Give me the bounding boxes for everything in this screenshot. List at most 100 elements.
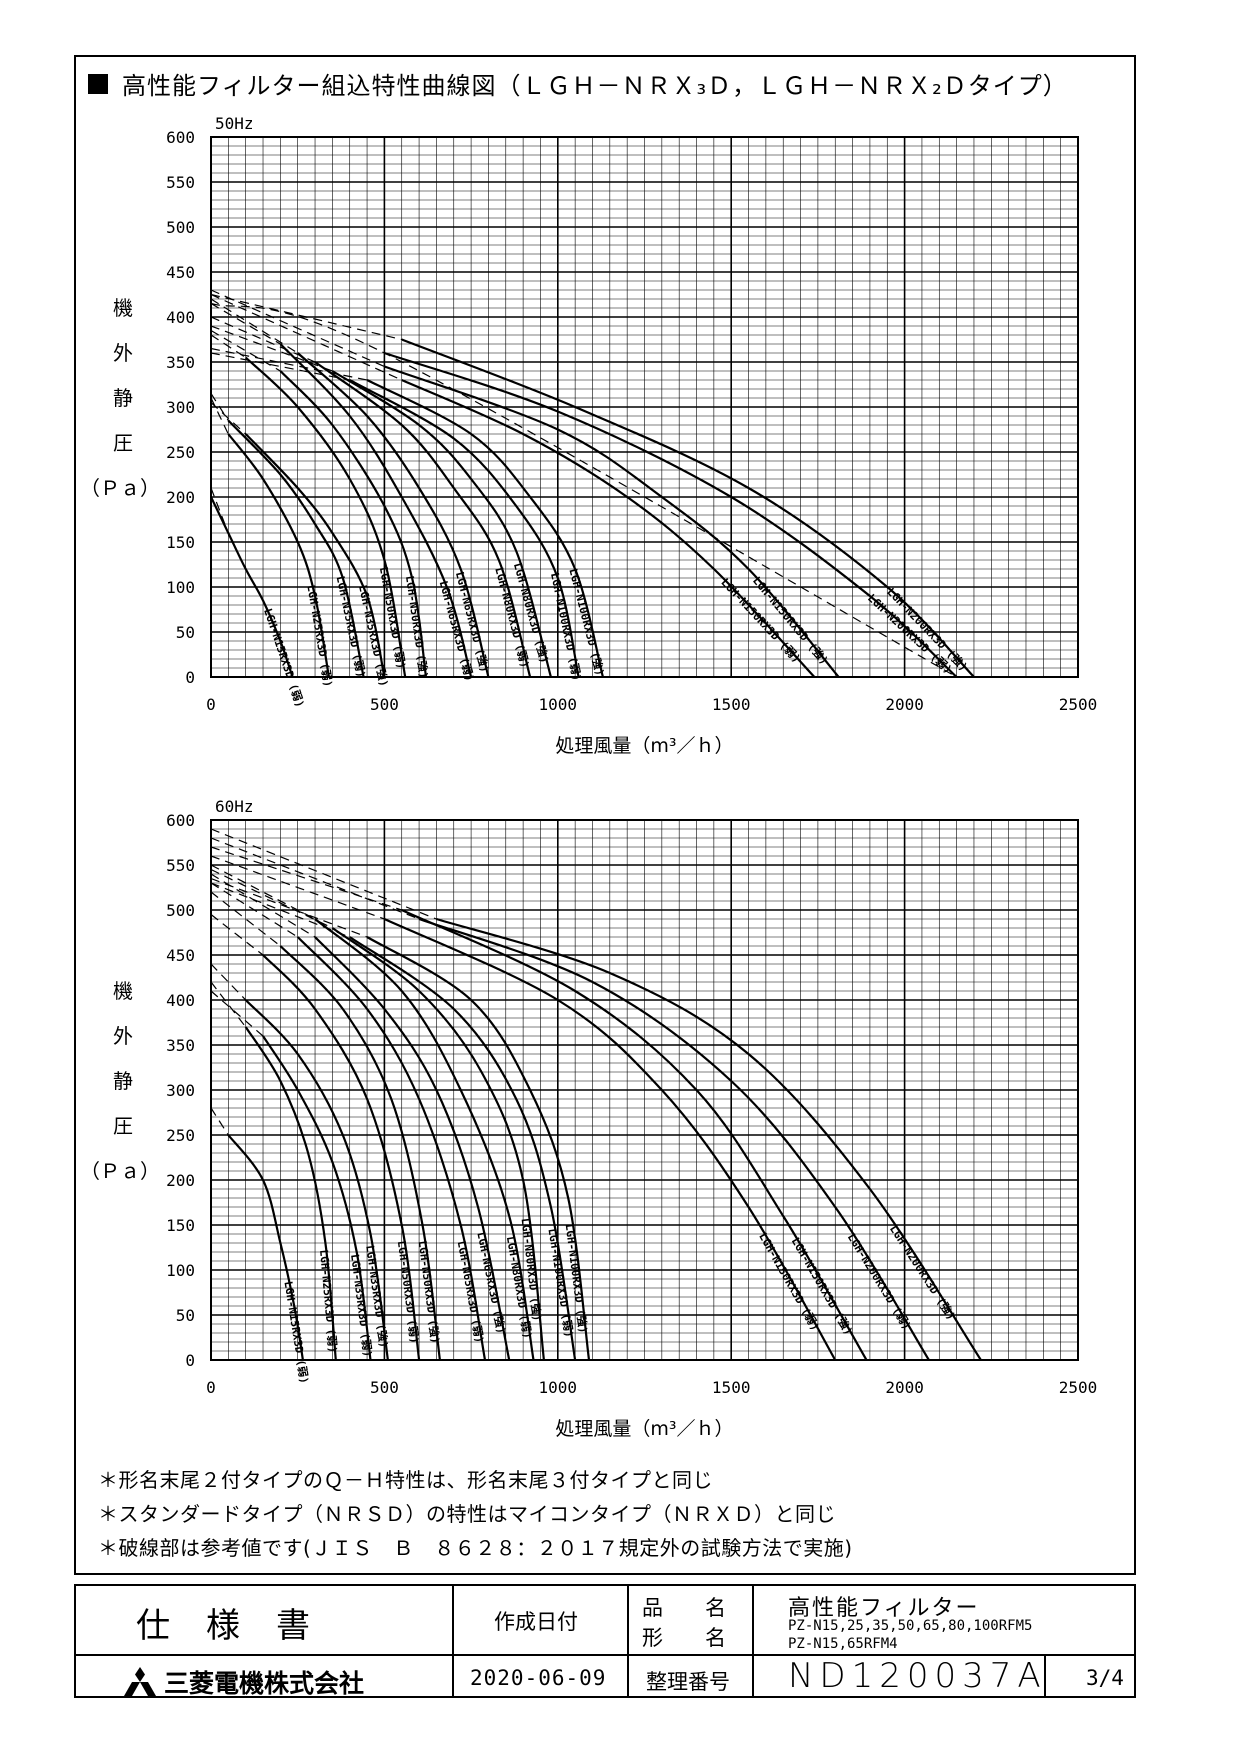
company-logo: 三菱電機株式会社: [120, 1664, 364, 1700]
y-tick-label: 400: [166, 308, 195, 327]
series-dashed-extension: [210, 828, 437, 920]
y-tick-label: 350: [166, 353, 195, 372]
x-axis-label: 処理風量（m³／ｈ）: [555, 735, 733, 757]
series-dashed-extension: [210, 990, 264, 1037]
plot-border: [210, 819, 1079, 1361]
plot-border: [210, 136, 1079, 678]
series-line: [227, 433, 330, 678]
series-line: [401, 338, 975, 678]
note-2: ＊スタンダードタイプ（ＮＲＳＤ）の特性はマイコンタイプ（ＮＲＸＤ）と同じ: [98, 1502, 836, 1526]
grid: [210, 819, 1079, 1361]
series-line: [349, 379, 580, 678]
y-axis-label: 機: [113, 296, 133, 320]
y-tick-label: 0: [185, 1351, 195, 1370]
y-tick-label: 200: [166, 1171, 195, 1190]
x-tick-label: 2500: [1059, 1378, 1098, 1397]
spec-page: 3/4: [1086, 1666, 1124, 1690]
y-tick-label: 550: [166, 856, 195, 875]
y-axis-label: 外: [113, 1024, 133, 1048]
note-1: ＊形名末尾２付タイプのＱ－Ｈ特性は、形名末尾３付タイプと同じ: [98, 1468, 713, 1492]
series-line: [279, 343, 473, 678]
series-dashed-extension: [210, 329, 281, 372]
series-line: [262, 1035, 372, 1361]
series-dashed-extension: [210, 873, 316, 938]
notes: ＊形名末尾２付タイプのＱ－Ｈ特性は、形名末尾３付タイプと同じ ＊スタンダードタイ…: [98, 1463, 853, 1565]
x-tick-label: 0: [206, 1378, 216, 1397]
series-line: [279, 370, 428, 678]
chart-title: 60Hz: [215, 797, 254, 816]
series-dashed-extension: [210, 293, 402, 341]
spec-model-line2: PZ-N15,65RFM4: [788, 1636, 898, 1652]
y-axis-label: 外: [113, 341, 133, 365]
chart-50hz: 50Hz 0 50 100 150 200 250 300 350 400 450 500 550 600…: [80, 114, 1097, 757]
series-dashed-extension: [210, 325, 333, 372]
series-dashed-extension: [210, 397, 229, 435]
series-label: LGH-N25RX3D (弱): [317, 1249, 339, 1353]
series-dashed-extension: [210, 393, 229, 421]
series-line: [210, 496, 294, 678]
series-line: [244, 433, 386, 678]
y-tick-label: 400: [166, 991, 195, 1010]
y-tick-label: 50: [176, 1306, 195, 1325]
x-tick-label: 2000: [885, 1378, 924, 1397]
title-text: 高性能フィルター組込特性曲線図（ＬＧＨ－ＮＲＸ₃Ｄ，ＬＧＨ－ＮＲＸ₂Ｄタイプ）: [122, 72, 1068, 100]
spec-hinmei-label: 品 名: [642, 1596, 726, 1620]
series-dashed-extension: [210, 302, 957, 678]
y-tick-label: 200: [166, 488, 195, 507]
spec-table: 仕様書 作成日付 品 名 形 名 高性能フィルター PZ-N15,25,35,5…: [74, 1584, 1136, 1698]
spec-doc-type: 仕様書: [136, 1606, 346, 1646]
series-dashed-extension: [210, 334, 247, 359]
series-line: [331, 370, 552, 678]
series-line: [244, 356, 407, 678]
x-tick-label: 0: [206, 695, 216, 714]
spec-model-line1: PZ-N15,25,35,50,65,80,100RFM5: [788, 1618, 1033, 1634]
y-axis-label: 機: [113, 979, 133, 1003]
series-dashed-extension: [210, 855, 385, 920]
series-line: [227, 1134, 304, 1361]
series-dashed-extension: [210, 402, 247, 435]
y-tick-label: 350: [166, 1036, 195, 1055]
square-bullet-icon: [88, 73, 108, 94]
series-line: [244, 999, 389, 1361]
series-line: [296, 936, 487, 1361]
series-label: LGH-N15RX3D (弱): [281, 1280, 310, 1384]
y-tick-label: 600: [166, 811, 195, 830]
series-line: [384, 351, 958, 678]
series-dashed-extension: [210, 868, 333, 929]
series-line: [314, 936, 511, 1361]
y-tick-label: 300: [166, 398, 195, 417]
spec-created-label: 作成日付: [494, 1610, 578, 1634]
series-line: [384, 365, 840, 678]
y-tick-label: 450: [166, 263, 195, 282]
series-line: [314, 361, 532, 678]
y-tick-label: 550: [166, 173, 195, 192]
spec-katamei-label: 形 名: [642, 1626, 726, 1650]
series-dashed-extension: [210, 864, 316, 920]
y-tick-label: 150: [166, 1216, 195, 1235]
series-line: [331, 927, 545, 1361]
y-tick-label: 150: [166, 533, 195, 552]
y-tick-label: 300: [166, 1081, 195, 1100]
series-dashed-extension: [210, 302, 281, 345]
series-dashed-extension: [210, 837, 420, 920]
y-tick-label: 500: [166, 218, 195, 237]
y-tick-label: 100: [166, 1261, 195, 1280]
series-line: [227, 419, 365, 678]
spec-seiri-label: 整理番号: [646, 1670, 730, 1694]
chart-60hz: 60Hz 0 50 100 150 200 250 300 350 400 450 500 550 600…: [80, 797, 1098, 1440]
y-axis-label: （Ｐａ）: [80, 1159, 160, 1183]
x-tick-label: 1000: [539, 695, 578, 714]
y-tick-label: 250: [166, 443, 195, 462]
series-dashed-extension: [210, 877, 368, 938]
x-axis-label: 処理風量（m³／ｈ）: [555, 1418, 733, 1440]
y-tick-label: 500: [166, 901, 195, 920]
series-dashed-extension: [210, 347, 368, 381]
spec-created-date: 2020-06-09: [470, 1666, 607, 1690]
series-line: [244, 1026, 337, 1361]
series-dashed-extension: [210, 882, 350, 938]
y-axis-label: 静: [113, 386, 133, 410]
series-line: [296, 352, 490, 678]
series-dashed-extension: [210, 298, 299, 354]
series-dashed-extension: [210, 1107, 229, 1136]
y-tick-label: 450: [166, 946, 195, 965]
